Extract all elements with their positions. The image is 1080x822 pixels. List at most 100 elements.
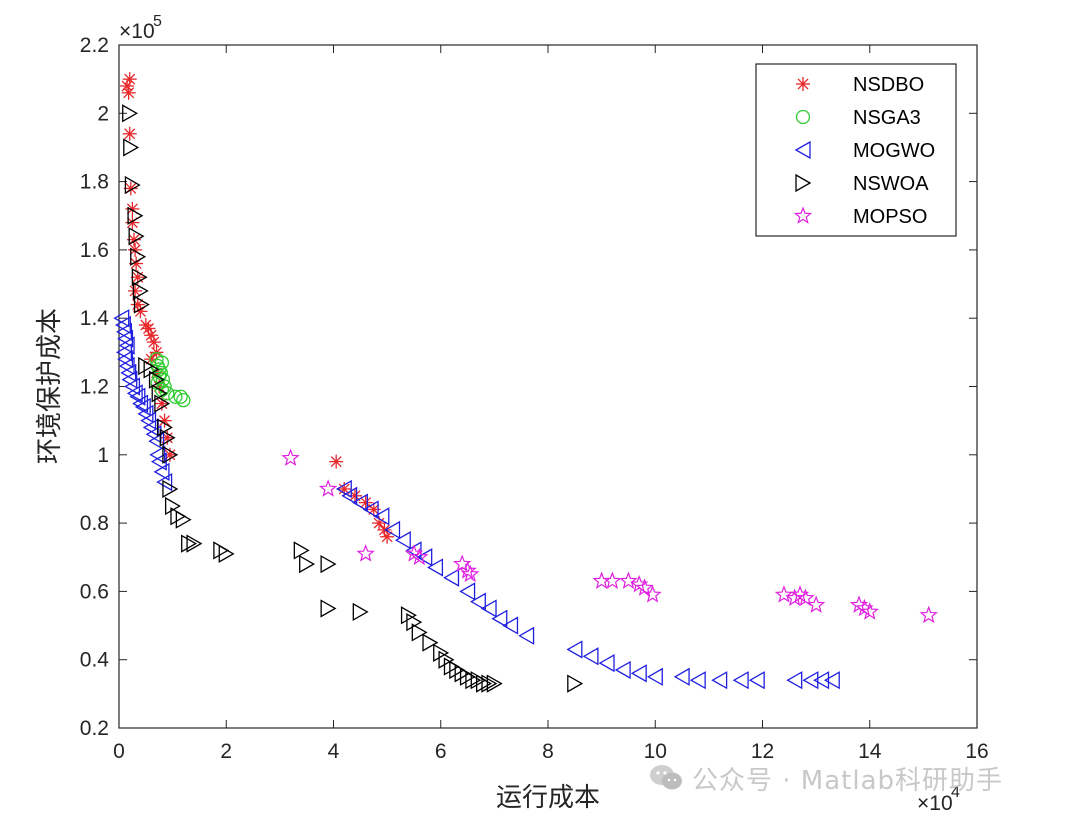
point-nsdbo xyxy=(380,529,395,544)
series-nswoa xyxy=(122,104,584,693)
point-mogwo xyxy=(118,336,135,355)
x-exponent-power: 4 xyxy=(951,784,960,801)
watermark: 公众号 · Matlab科研助手 xyxy=(648,760,1003,800)
point-mogwo xyxy=(566,640,583,659)
point-mogwo xyxy=(469,592,486,611)
point-mopso xyxy=(806,595,826,613)
y-tick-label: 1 xyxy=(97,444,109,467)
point-mogwo xyxy=(148,432,165,451)
y-exponent-power: 5 xyxy=(153,13,162,30)
x-tick-label: 8 xyxy=(542,740,554,763)
point-mopso xyxy=(318,479,338,497)
series-nsga3 xyxy=(149,352,191,408)
point-nswoa xyxy=(131,268,148,287)
point-nswoa xyxy=(475,674,492,693)
legend-label-nswoa: NSWOA xyxy=(853,173,929,195)
point-nswoa xyxy=(175,510,192,529)
point-nsdbo xyxy=(372,516,387,531)
point-mogwo xyxy=(711,671,728,690)
point-nswoa xyxy=(465,671,482,690)
point-mogwo xyxy=(352,493,368,512)
point-mogwo xyxy=(732,671,749,690)
point-nswoa xyxy=(128,227,145,246)
point-nswoa xyxy=(433,643,450,662)
point-mogwo xyxy=(362,500,379,519)
legend-marker-nsga3 xyxy=(795,109,811,125)
point-nswoa xyxy=(186,534,203,553)
point-mopso xyxy=(356,544,375,562)
legend-label-mogwo: MOGWO xyxy=(853,140,935,162)
point-nsdbo xyxy=(129,256,144,271)
point-mopso xyxy=(643,585,662,603)
point-mopso xyxy=(860,602,879,620)
point-nswoa xyxy=(400,606,417,625)
legend-marker-nsdbo xyxy=(796,77,810,91)
point-mogwo xyxy=(673,667,690,686)
watermark-text: 公众号 · Matlab科研助手 xyxy=(692,766,1004,796)
point-nswoa xyxy=(320,554,337,574)
point-mogwo xyxy=(443,568,460,587)
point-nsdbo xyxy=(120,78,135,93)
point-nswoa xyxy=(481,674,498,693)
y-tick-label: 0.4 xyxy=(80,649,110,672)
y-tick-label: 1.2 xyxy=(80,376,109,399)
x-tick-label: 2 xyxy=(220,740,232,763)
point-mogwo xyxy=(813,671,830,690)
point-nswoa xyxy=(162,445,179,464)
point-nswoa xyxy=(181,534,198,553)
series-mogwo xyxy=(113,309,840,690)
point-mogwo xyxy=(748,671,765,690)
point-nsdbo xyxy=(337,481,352,496)
point-nsdbo xyxy=(128,283,143,298)
point-mopso xyxy=(410,547,429,566)
point-mogwo xyxy=(786,671,803,690)
x-tick-label: 4 xyxy=(328,740,340,763)
point-mogwo xyxy=(153,462,170,481)
point-mopso xyxy=(458,561,477,579)
point-nsga3 xyxy=(168,389,183,404)
legend-marker-mogwo xyxy=(794,140,811,160)
point-nswoa xyxy=(406,613,423,632)
point-nswoa xyxy=(411,623,428,642)
point-mogwo xyxy=(502,616,519,635)
point-nswoa xyxy=(567,674,584,693)
point-nswoa xyxy=(162,479,179,499)
point-nswoa xyxy=(352,602,369,622)
point-mogwo xyxy=(335,479,352,499)
point-mogwo xyxy=(459,582,476,601)
legend-box xyxy=(755,63,957,237)
point-mogwo xyxy=(689,671,706,690)
legend-label-nsdbo: NSDBO xyxy=(853,74,924,96)
point-nsga3 xyxy=(173,389,188,404)
point-nswoa xyxy=(143,360,160,379)
point-nswoa xyxy=(124,175,141,195)
point-mogwo xyxy=(614,660,631,680)
x-tick-label: 12 xyxy=(751,740,774,763)
y-tick-label: 0.6 xyxy=(80,580,109,603)
point-nsdbo xyxy=(146,335,161,350)
point-nswoa xyxy=(159,428,176,447)
point-nswoa xyxy=(132,281,149,301)
point-mopso xyxy=(774,585,794,603)
point-mogwo xyxy=(373,507,390,526)
legend-marker-nswoa xyxy=(795,173,812,193)
wechat-icon xyxy=(648,763,684,800)
point-mopso xyxy=(619,571,638,589)
point-mogwo xyxy=(518,626,535,645)
point-nswoa xyxy=(133,295,150,314)
point-mogwo xyxy=(126,384,143,403)
y-tick-label: 2.2 xyxy=(80,34,109,57)
point-nswoa xyxy=(438,650,455,669)
legend-label-mopso: MOPSO xyxy=(853,206,927,228)
point-nsga3 xyxy=(176,393,191,408)
point-nswoa xyxy=(422,633,439,652)
x-tick-label: 0 xyxy=(113,740,125,763)
legend: NSDBO NSGA3 MOGWO NSWOA MOPSO xyxy=(755,63,957,237)
point-mogwo xyxy=(582,647,599,666)
point-mogwo xyxy=(156,472,173,492)
point-nswoa xyxy=(293,541,310,560)
x-exponent-base: ×10 xyxy=(917,792,953,815)
y-tick-label: 1.6 xyxy=(80,239,109,262)
point-nsdbo xyxy=(329,454,344,469)
